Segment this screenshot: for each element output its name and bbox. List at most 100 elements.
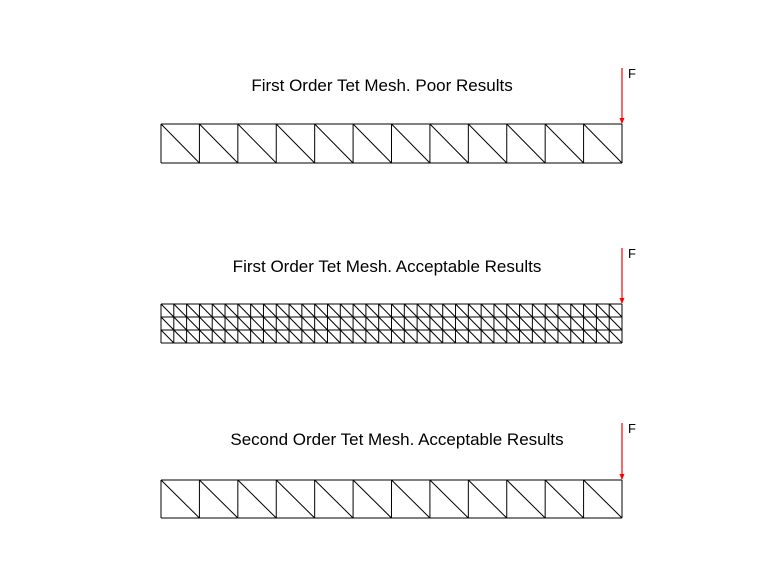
- mesh-diagonal: [442, 303, 456, 318]
- mesh-diagonal: [391, 303, 405, 318]
- mesh-diagonal: [199, 316, 213, 331]
- force-label-1: F: [628, 66, 636, 81]
- mesh-diagonal: [455, 329, 469, 344]
- mesh-diagonal: [173, 329, 187, 344]
- mesh-diagonal: [224, 303, 239, 318]
- mesh-diagonal: [596, 316, 610, 331]
- mesh-diagonal: [480, 329, 495, 344]
- mesh-diagonal: [250, 303, 264, 318]
- mesh-diagonal: [365, 329, 380, 344]
- force-arrowhead-icon: [619, 298, 625, 304]
- mesh-diagonal: [339, 303, 354, 318]
- mesh-diagonal: [467, 329, 482, 344]
- mesh-diagonal: [403, 329, 418, 344]
- mesh-diagonal: [378, 316, 392, 331]
- mesh-diagonal: [160, 479, 200, 519]
- mesh-diagonal: [237, 329, 251, 344]
- mesh-diagonal: [416, 316, 431, 331]
- mesh-diagonal: [186, 329, 200, 344]
- mesh-diagonal: [403, 303, 418, 318]
- mesh-diagonal: [608, 329, 623, 344]
- mesh-diagonal: [211, 303, 226, 318]
- mesh-diagonal: [544, 316, 559, 331]
- mesh-diagonal: [544, 123, 584, 164]
- mesh-diagonal: [429, 329, 444, 344]
- mesh-diagonal: [327, 316, 341, 331]
- mesh-diagonal: [314, 123, 354, 164]
- mesh-diagonal: [532, 329, 546, 344]
- mesh-diagonal: [583, 303, 597, 318]
- mesh-diagonal: [391, 329, 405, 344]
- mesh-diagonal: [442, 329, 456, 344]
- mesh-diagonal: [467, 123, 508, 164]
- mesh-diagonal: [211, 316, 226, 331]
- mesh-diagonal: [532, 316, 546, 331]
- mesh-diagonal: [493, 329, 508, 344]
- mesh-diagonal: [519, 316, 533, 331]
- mesh-diagonal: [301, 316, 316, 331]
- mesh-diagonal: [199, 303, 213, 318]
- mesh-diagonal: [275, 479, 316, 519]
- mesh-diagonal: [480, 316, 495, 331]
- mesh-diagonal: [275, 303, 290, 318]
- mesh-diagonal: [211, 329, 226, 344]
- mesh-diagonal: [288, 329, 303, 344]
- panel-title-3: Second Order Tet Mesh. Acceptable Result…: [230, 430, 564, 449]
- mesh-diagonal: [160, 123, 200, 164]
- mesh-diagonal: [186, 316, 200, 331]
- mesh-diagonal: [544, 303, 559, 318]
- mesh-diagonal: [327, 329, 341, 344]
- mesh-diagonal: [467, 316, 482, 331]
- mesh-diagonal: [352, 479, 392, 519]
- mesh-diagonal: [160, 316, 175, 331]
- mesh-diagonal: [429, 479, 469, 519]
- mesh-diagonal: [583, 479, 623, 519]
- mesh-diagonal: [455, 316, 469, 331]
- force-label-2: F: [628, 246, 636, 261]
- mesh-diagonal: [442, 316, 456, 331]
- mesh-diagonal: [160, 329, 175, 344]
- force-label-3: F: [628, 421, 636, 436]
- mesh-diagonal: [583, 123, 623, 164]
- panel-title-1: First Order Tet Mesh. Poor Results: [251, 76, 513, 95]
- mesh-diagonal: [224, 329, 239, 344]
- mesh-diagonal: [493, 316, 508, 331]
- mesh-diagonal: [391, 479, 431, 519]
- mesh-diagonal: [250, 316, 264, 331]
- mesh-diagonal: [480, 303, 495, 318]
- mesh-diagonal: [301, 303, 316, 318]
- force-arrowhead-icon: [619, 118, 625, 124]
- mesh-diagonal: [339, 316, 354, 331]
- mesh-diagonal: [224, 316, 239, 331]
- mesh-diagonal: [416, 329, 431, 344]
- mesh-diagonal: [365, 316, 380, 331]
- mesh-diagonal: [250, 329, 264, 344]
- force-arrowhead-icon: [619, 474, 625, 480]
- mesh-diagonal: [275, 329, 290, 344]
- mesh-diagonal: [173, 316, 187, 331]
- mesh-diagonal: [519, 329, 533, 344]
- mesh-diagonal: [391, 316, 405, 331]
- mesh-diagonal: [199, 123, 239, 164]
- mesh-diagonal: [352, 316, 367, 331]
- mesh-diagonal: [570, 329, 584, 344]
- mesh-diagonal: [173, 303, 187, 318]
- mesh-diagonal: [352, 123, 392, 164]
- mesh-diagonal: [557, 303, 572, 318]
- mesh-diagonal: [378, 329, 392, 344]
- mesh-diagonal: [570, 316, 584, 331]
- mesh-diagonal: [544, 329, 559, 344]
- panel-title-2: First Order Tet Mesh. Acceptable Results: [232, 257, 542, 276]
- mesh-diagonal: [403, 316, 418, 331]
- mesh-diagonal: [506, 123, 546, 164]
- mesh-diagonal: [314, 303, 328, 318]
- mesh-diagonal: [429, 316, 444, 331]
- mesh-diagonal: [596, 329, 610, 344]
- mesh-diagonal: [467, 479, 508, 519]
- mesh-diagonal: [455, 303, 469, 318]
- mesh-diagonal: [608, 303, 623, 318]
- mesh-diagonal: [237, 123, 277, 164]
- mesh-diagonal: [583, 316, 597, 331]
- mesh-diagonal: [532, 303, 546, 318]
